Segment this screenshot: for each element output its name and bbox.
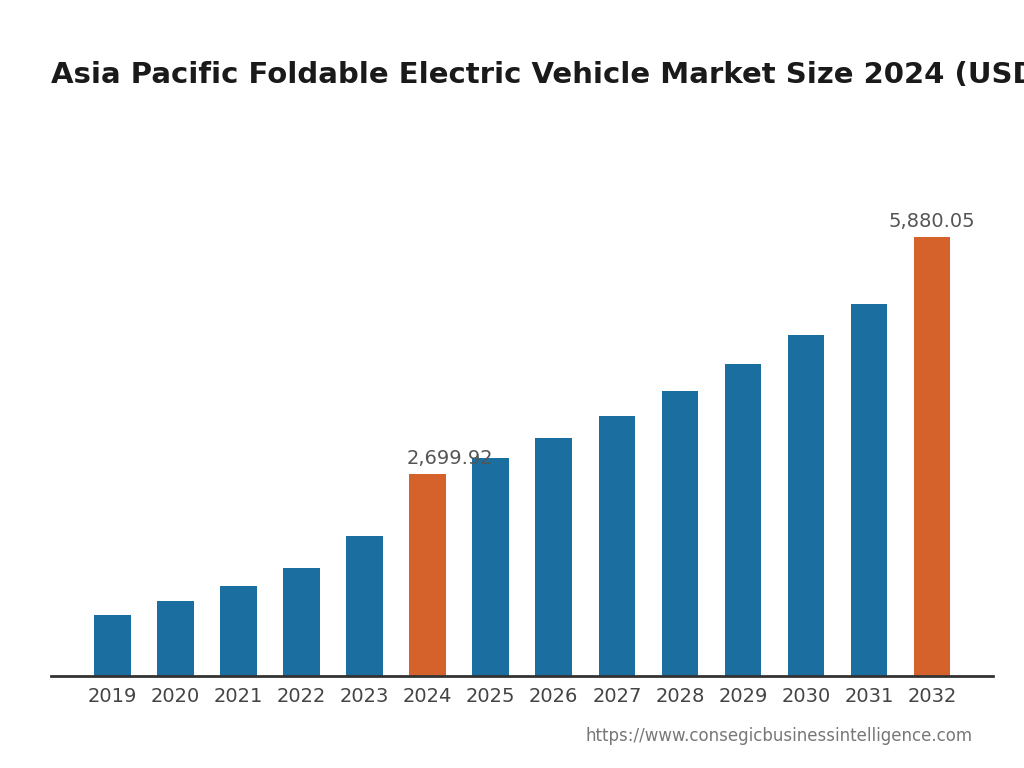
Bar [851, 304, 888, 676]
Bar [94, 614, 131, 676]
Bar [599, 416, 635, 676]
Bar [536, 439, 572, 676]
Text: https://www.consegicbusinessintelligence.com: https://www.consegicbusinessintelligence… [586, 727, 973, 745]
Bar [913, 237, 950, 676]
Bar [346, 536, 383, 676]
Bar [157, 601, 194, 676]
Text: 2,699.92: 2,699.92 [407, 449, 493, 468]
Bar [662, 392, 698, 676]
Bar [410, 475, 445, 676]
Text: Asia Pacific Foldable Electric Vehicle Market Size 2024 (USD Million): Asia Pacific Foldable Electric Vehicle M… [51, 61, 1024, 89]
Bar [472, 458, 509, 676]
Bar [725, 365, 761, 676]
Bar [220, 586, 257, 676]
Text: 5,880.05: 5,880.05 [889, 212, 976, 231]
Bar [284, 568, 319, 676]
Bar [787, 336, 824, 676]
